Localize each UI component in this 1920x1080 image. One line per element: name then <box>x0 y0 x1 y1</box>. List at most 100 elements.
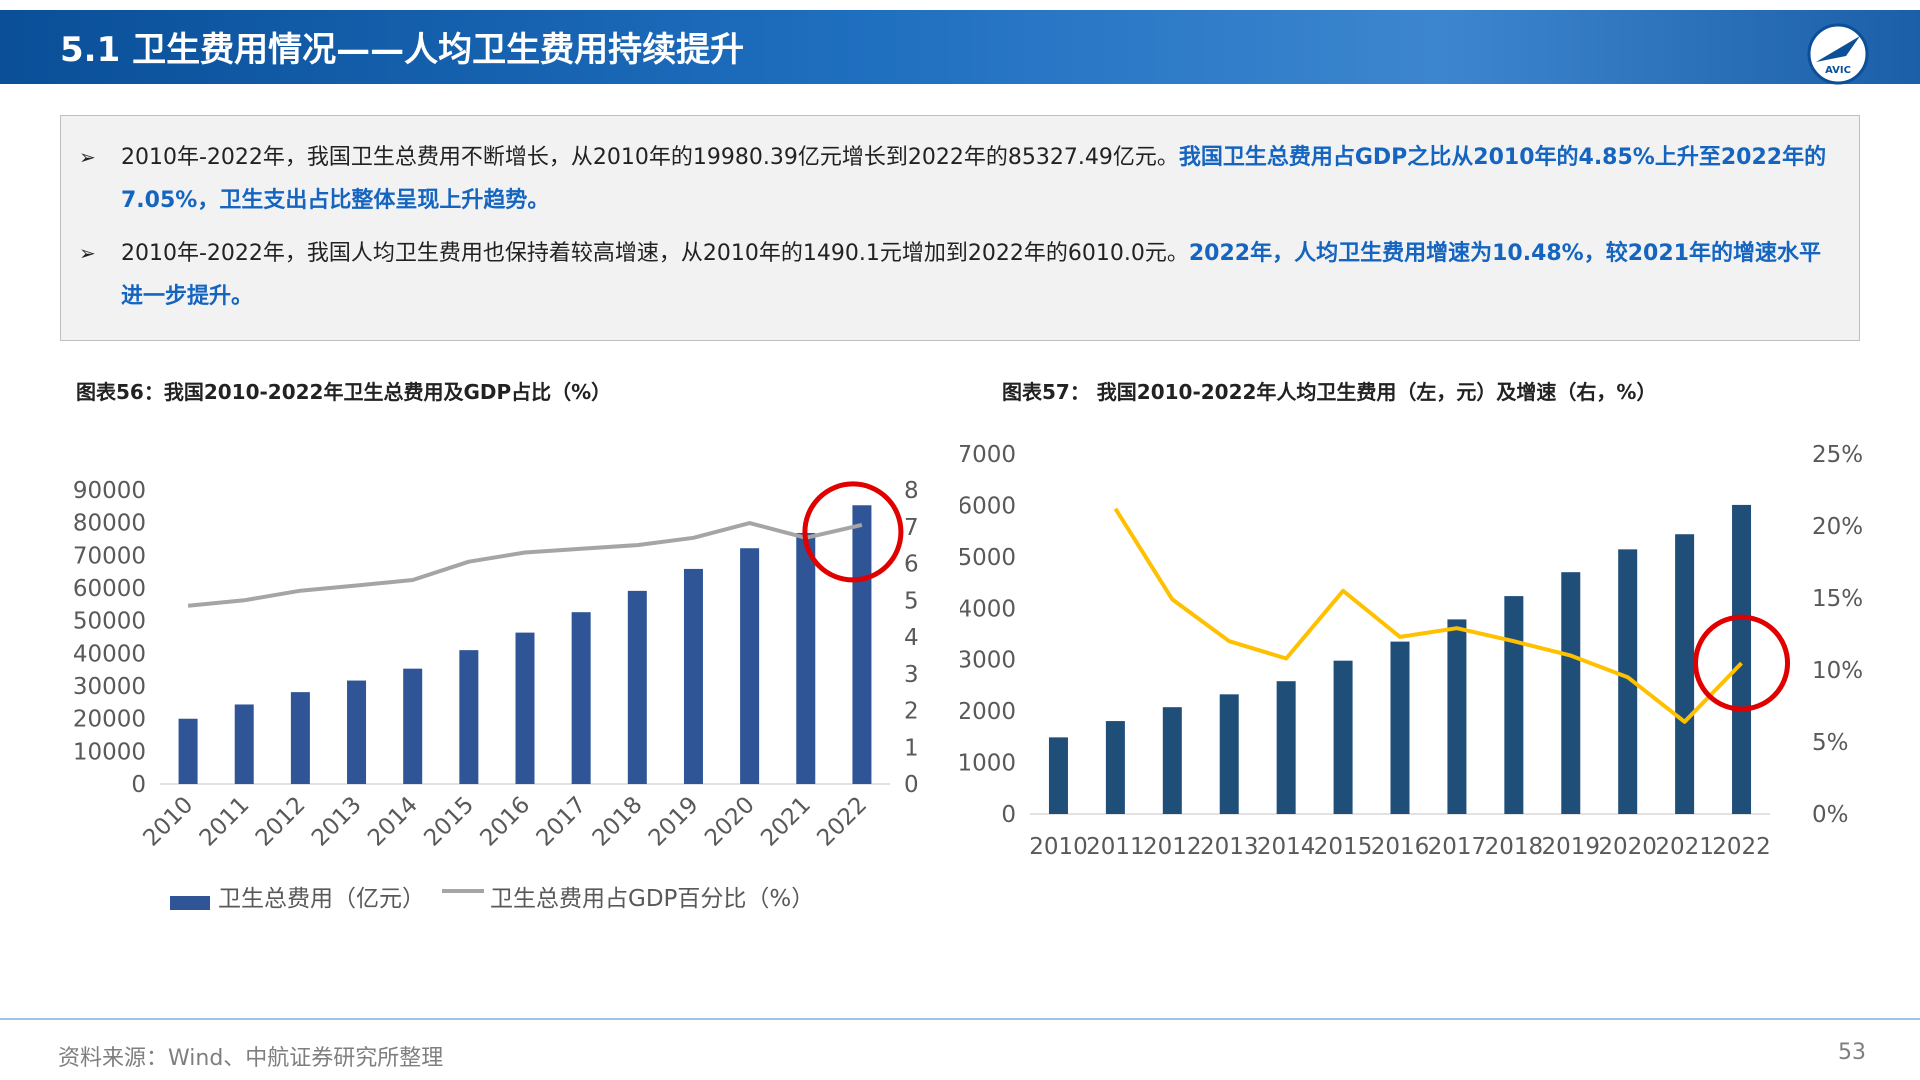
x-tick-label: 2017 <box>532 792 592 852</box>
y-right-tick-label: 3 <box>904 662 919 688</box>
y-left-tick-label: 40000 <box>73 641 146 667</box>
y-left-tick-label: 70000 <box>73 543 146 569</box>
y-left-tick-label: 7000 <box>960 442 1016 468</box>
avic-logo-icon: AVIC <box>1807 23 1869 85</box>
bullet-text: 2010年-2022年，我国卫生总费用不断增长，从2010年的19980.39亿… <box>121 145 1179 170</box>
summary-bullet: ➢ 2010年-2022年，我国卫生总费用不断增长，从2010年的19980.3… <box>79 136 1839 222</box>
bar <box>234 704 254 784</box>
y-right-tick-label: 7 <box>904 515 919 541</box>
y-right-tick-label: 4 <box>904 625 919 651</box>
bar <box>1561 572 1581 814</box>
x-tick-label: 2010 <box>1029 834 1088 860</box>
chart1-health-expenditure: 0 10000 20000 30000 40000 50000 60000 70000 8000… <box>73 478 919 912</box>
y-left-tick-label: 4000 <box>960 596 1016 622</box>
logo-text: AVIC <box>1825 65 1851 76</box>
y-right-tick-label: 1 <box>904 735 919 761</box>
footer-source: 资料来源：Wind、中航证券研究所整理 <box>58 1046 444 1071</box>
header-bar: 5.1 卫生费用情况——人均卫生费用持续提升 AVIC <box>0 10 1920 85</box>
x-tick-label: 2014 <box>363 792 423 852</box>
y-left-tick-label: 6000 <box>960 493 1016 519</box>
bar <box>1732 504 1752 814</box>
y-left-tick-label: 30000 <box>73 674 146 700</box>
x-tick-label: 2022 <box>1712 834 1771 860</box>
y-left-tick-label: 2000 <box>960 699 1016 725</box>
x-tick-label: 2015 <box>1314 834 1373 860</box>
x-tick-label: 2018 <box>588 792 648 852</box>
chart1-title: 图表56：我国2010-2022年卫生总费用及GDP占比（%） <box>76 380 612 404</box>
y-left-tick-label: 50000 <box>73 609 146 635</box>
bar <box>1447 619 1467 814</box>
y-left-tick-label: 0 <box>1001 802 1016 828</box>
x-tick-label: 2013 <box>307 792 367 852</box>
bar <box>459 650 479 784</box>
y-left-tick-label: 3000 <box>960 648 1016 674</box>
bullet-arrow-icon: ➢ <box>79 145 96 169</box>
y-right-tick-label: 15% <box>1812 586 1863 612</box>
page-title: 5.1 卫生费用情况——人均卫生费用持续提升 <box>60 30 745 70</box>
footer-divider <box>0 1018 1920 1020</box>
y-right-tick-label: 10% <box>1812 658 1863 684</box>
legend-bar-label: 卫生总费用（亿元） <box>218 886 425 912</box>
x-tick-label: 2017 <box>1428 834 1487 860</box>
y-right-tick-label: 2 <box>904 699 919 725</box>
y-right-tick-label: 8 <box>904 478 919 504</box>
summary-box: ➢ 2010年-2022年，我国卫生总费用不断增长，从2010年的19980.3… <box>60 115 1860 341</box>
bullet-text: 2010年-2022年，我国人均卫生费用也保持着较高增速，从2010年的1490… <box>121 241 1189 266</box>
x-tick-label: 2016 <box>475 792 535 852</box>
x-tick-label: 2011 <box>195 792 255 852</box>
summary-bullet: ➢ 2010年-2022年，我国人均卫生费用也保持着较高增速，从2010年的14… <box>79 232 1839 318</box>
bar <box>1105 721 1125 814</box>
highlight-circle-annotation <box>802 481 904 583</box>
bar <box>1162 707 1182 814</box>
x-tick-label: 2022 <box>812 792 872 852</box>
chart2-per-capita-expenditure: 0 1000 2000 3000 4000 5000 6000 7000 0% 5% 10% 15% 2… <box>960 442 1863 860</box>
bar <box>683 568 703 784</box>
legend-line-label: 卫生总费用占GDP百分比（%） <box>490 886 814 912</box>
x-tick-label: 2019 <box>1541 834 1600 860</box>
chart2-title: 图表57： 我国2010-2022年人均卫生费用（左，元）及增速（右，%） <box>1002 380 1657 404</box>
x-tick-label: 2012 <box>1143 834 1202 860</box>
y-left-tick-label: 90000 <box>73 478 146 504</box>
y-right-tick-label: 0 <box>904 772 919 798</box>
y-left-tick-label: 80000 <box>73 511 146 537</box>
bar <box>403 668 423 784</box>
y-right-tick-label: 20% <box>1812 514 1863 540</box>
bullet-highlight: 2022年，人均卫生费用增速为10.48%，较2021年的增速水平进一步提升。 <box>121 241 1821 309</box>
bar <box>627 590 647 784</box>
x-tick-label: 2014 <box>1257 834 1316 860</box>
y-right-tick-label: 0% <box>1812 802 1849 828</box>
y-right-tick-label: 25% <box>1812 442 1863 468</box>
bar <box>1504 596 1524 814</box>
x-tick-label: 2012 <box>251 792 311 852</box>
x-tick-label: 2019 <box>644 792 704 852</box>
page-number: 53 <box>1838 1040 1866 1065</box>
x-tick-label: 2021 <box>1655 834 1714 860</box>
legend-bar-swatch <box>170 896 210 910</box>
x-tick-label: 2020 <box>700 792 760 852</box>
y-right-tick-label: 5% <box>1812 730 1849 756</box>
y-left-tick-label: 5000 <box>960 545 1016 571</box>
bar <box>290 692 310 784</box>
bar <box>347 680 367 784</box>
y-left-tick-label: 10000 <box>73 739 146 765</box>
y-left-tick-label: 0 <box>131 772 146 798</box>
bar <box>571 612 591 784</box>
highlight-circle-annotation <box>1693 614 1791 712</box>
x-tick-label: 2015 <box>419 792 479 852</box>
bar <box>1618 549 1638 814</box>
bar <box>178 718 198 784</box>
x-tick-label: 2021 <box>756 792 816 852</box>
y-right-tick-label: 6 <box>904 552 919 578</box>
bar <box>1390 641 1410 814</box>
y-left-tick-label: 20000 <box>73 707 146 733</box>
bullet-highlight: 我国卫生总费用占GDP之比从2010年的4.85%上升至2022年的7.05%，… <box>121 145 1827 213</box>
bar <box>515 632 535 784</box>
x-tick-label: 2016 <box>1371 834 1430 860</box>
x-tick-label: 2011 <box>1086 834 1145 860</box>
bar <box>1219 694 1239 814</box>
series-line <box>187 521 863 608</box>
bar <box>1048 737 1068 814</box>
x-tick-label: 2018 <box>1485 834 1544 860</box>
bar <box>1276 681 1296 814</box>
bar <box>796 532 816 784</box>
